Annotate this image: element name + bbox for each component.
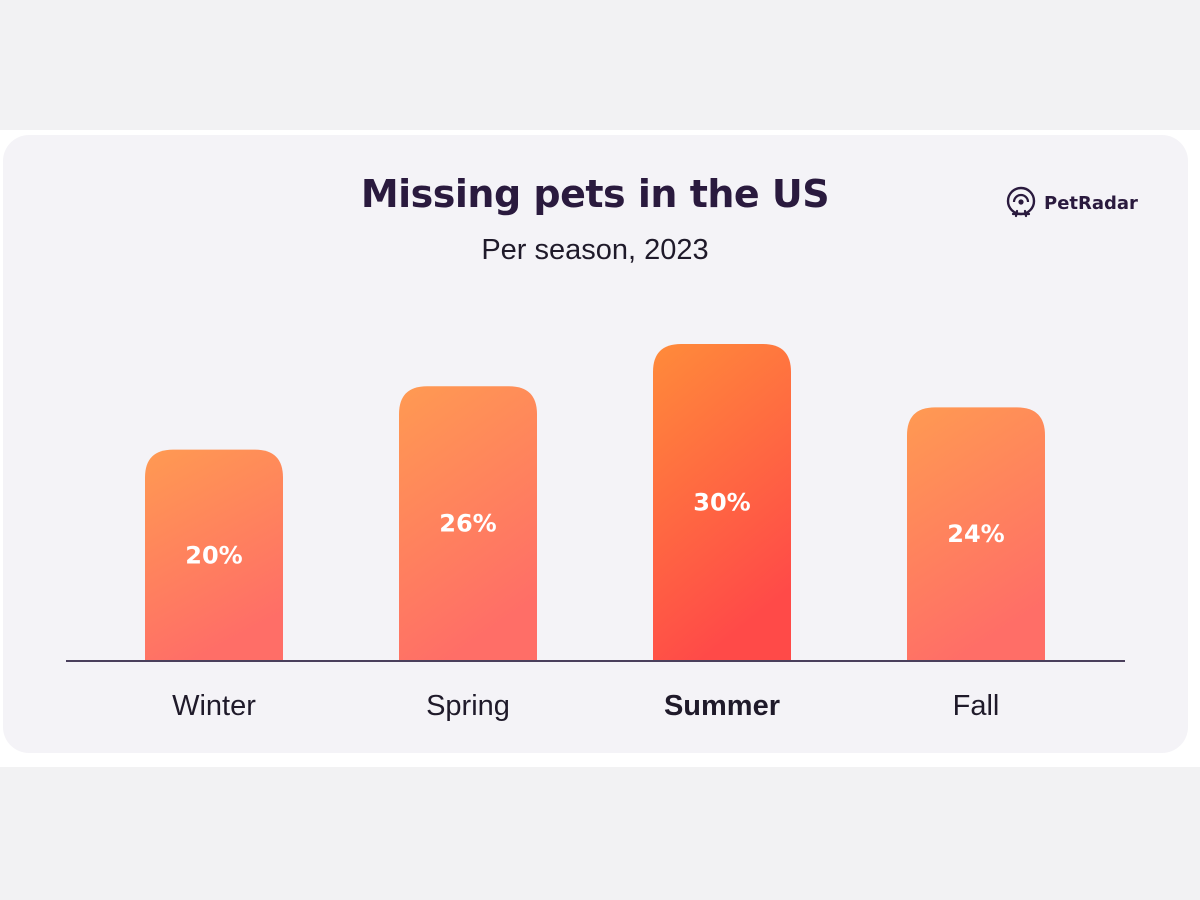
value-label-winter: 20% bbox=[185, 541, 242, 569]
bar-summer bbox=[653, 344, 791, 661]
bars-group: 20% 26% 30% 24% bbox=[145, 344, 1045, 661]
brand-logo: PetRadar bbox=[1004, 186, 1138, 220]
bar-winter bbox=[145, 449, 283, 661]
x-tick-labels: Winter Spring Summer Fall bbox=[172, 690, 999, 722]
value-label-summer: 30% bbox=[693, 489, 750, 517]
x-tick-label-spring: Spring bbox=[426, 690, 510, 722]
value-label-spring: 26% bbox=[439, 510, 496, 538]
x-tick-label-fall: Fall bbox=[953, 690, 1000, 722]
chart-title: Missing pets in the US bbox=[360, 172, 830, 216]
value-label-fall: 24% bbox=[947, 520, 1004, 548]
x-tick-label-summer: Summer bbox=[664, 690, 780, 722]
bar-fall bbox=[907, 407, 1045, 661]
brand-name: PetRadar bbox=[1044, 192, 1138, 214]
x-tick-label-winter: Winter bbox=[172, 690, 256, 722]
radar-pet-logo-icon bbox=[1004, 186, 1038, 220]
bar-spring bbox=[399, 386, 537, 661]
chart-subtitle: Per season, 2023 bbox=[481, 234, 709, 266]
